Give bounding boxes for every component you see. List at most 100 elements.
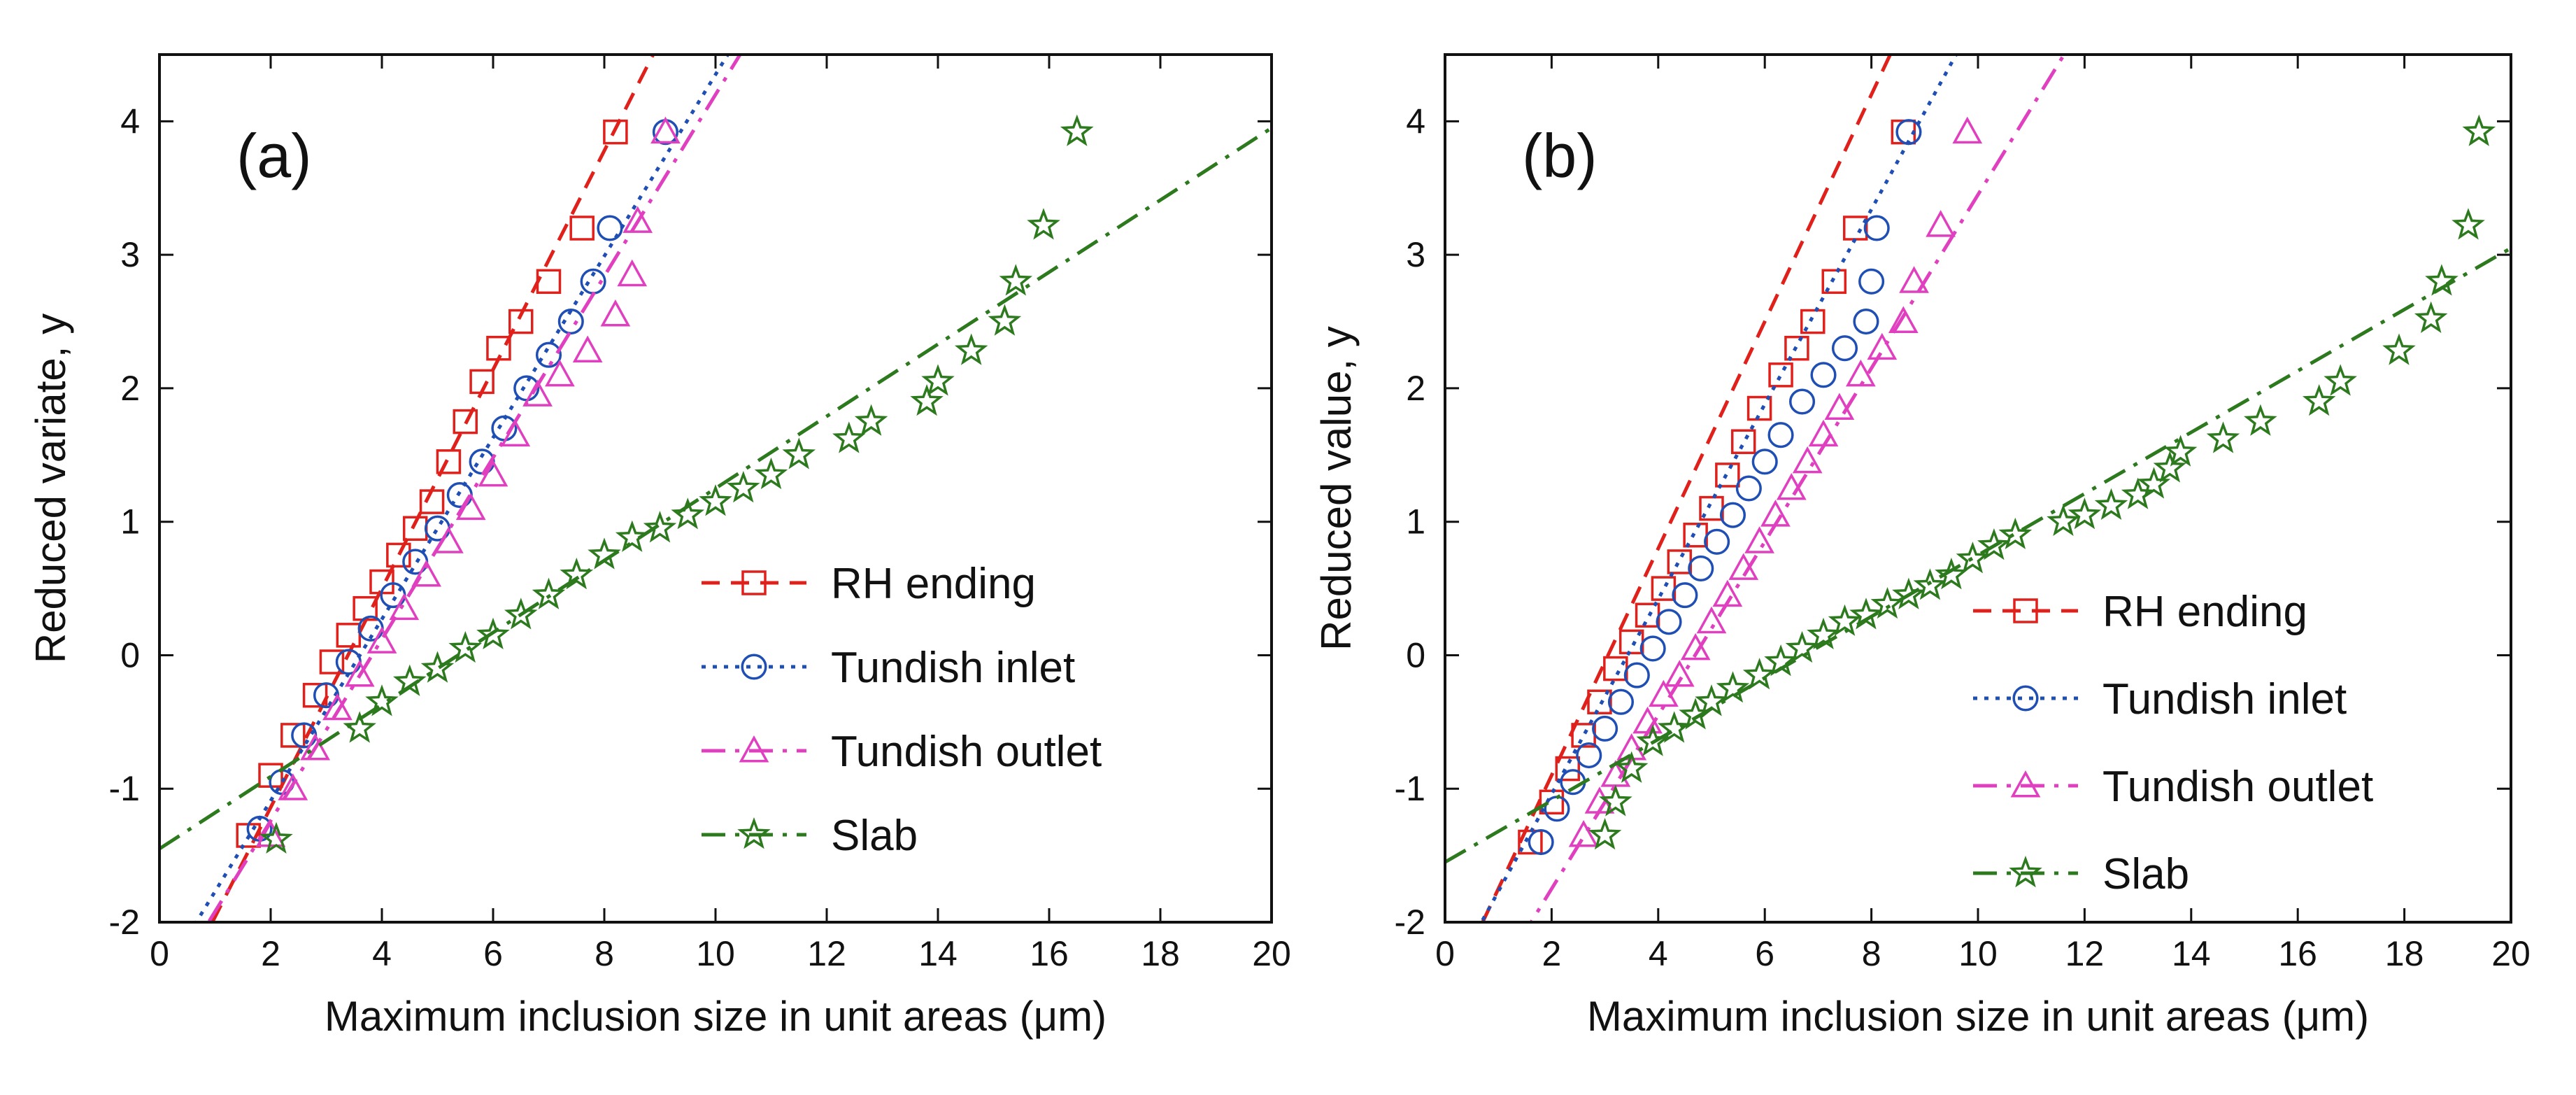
legend-label: Tundish inlet: [831, 644, 1075, 692]
data-point: [434, 526, 464, 553]
data-point: [588, 537, 621, 570]
x-tick-label: 14: [2172, 934, 2211, 973]
data-point: [402, 549, 429, 575]
data-point: [1977, 528, 2011, 560]
y-tick-label: 0: [1406, 635, 1425, 674]
legend-label: Tundish outlet: [2102, 763, 2373, 811]
legend-item: RH ending: [702, 560, 1036, 608]
legend-item: Slab: [702, 812, 918, 860]
data-point: [1935, 557, 1968, 590]
data-point: [1810, 362, 1837, 388]
data-point: [2094, 488, 2128, 521]
data-point: [671, 497, 705, 530]
data-point: [1635, 602, 1660, 628]
data-point: [500, 419, 531, 447]
data-point: [389, 593, 420, 621]
data-point: [1528, 828, 1554, 856]
legend-marker: [2012, 685, 2039, 712]
y-tick-label: 2: [120, 369, 140, 408]
data-point: [504, 598, 538, 630]
data-point: [392, 664, 427, 696]
data-point: [1785, 630, 1819, 663]
data-point: [699, 484, 732, 516]
x-tick-label: 6: [1755, 934, 1774, 973]
data-point: [1728, 553, 1759, 580]
data-point: [910, 383, 944, 416]
data-point: [1715, 462, 1740, 488]
data-point: [1664, 660, 1695, 687]
legend-marker: [741, 654, 767, 680]
data-point: [1587, 689, 1612, 714]
data-point: [1027, 208, 1060, 240]
data-point: [1719, 502, 1746, 528]
data-point: [2302, 384, 2336, 416]
data-point: [535, 341, 562, 368]
data-point: [1849, 598, 1883, 630]
x-tick-label: 8: [1862, 934, 1881, 973]
legend-label: Tundish outlet: [831, 728, 1102, 776]
fit-line: [1529, 55, 2067, 922]
y-tick-label: -2: [1395, 903, 1425, 942]
data-point: [1588, 817, 1622, 850]
data-point: [2462, 114, 2496, 146]
data-point: [448, 630, 483, 663]
x-tick-label: 18: [2385, 934, 2424, 973]
data-point: [754, 457, 788, 490]
y-tick-label: -2: [109, 903, 140, 942]
data-point: [2244, 404, 2277, 436]
data-point: [1651, 576, 1677, 601]
data-point: [486, 335, 511, 361]
data-point: [1735, 475, 1762, 502]
data-point: [2452, 208, 2485, 240]
fit-line: [1479, 55, 1958, 922]
data-point: [536, 269, 562, 295]
data-point: [1568, 819, 1599, 847]
data-point: [1892, 577, 1926, 609]
data-point: [1716, 671, 1750, 703]
x-tick-label: 4: [1649, 934, 1668, 973]
x-tick-label: 10: [1958, 934, 1998, 973]
data-point: [1831, 335, 1858, 362]
data-point: [1712, 579, 1743, 607]
legend-label: Slab: [831, 812, 918, 860]
panel-label: (b): [1522, 121, 1597, 190]
data-point: [343, 711, 376, 743]
data-point: [1870, 587, 1905, 619]
data-point: [420, 651, 455, 683]
x-tick-label: 18: [1141, 934, 1180, 973]
data-point: [603, 119, 628, 145]
data-point: [615, 520, 649, 552]
data-point: [988, 304, 1022, 336]
y-axis-title: Reduced value, y: [1313, 326, 1360, 651]
data-point: [455, 493, 486, 521]
series-slab: [1445, 114, 2511, 864]
legend-label: RH ending: [2102, 588, 2307, 636]
data-point: [650, 116, 681, 144]
data-point: [367, 626, 397, 654]
data-point: [1863, 215, 1890, 241]
data-point: [365, 684, 399, 716]
data-point: [1632, 706, 1663, 734]
data-point: [1842, 216, 1868, 241]
y-axis-title: Reduced variate, y: [27, 313, 74, 663]
x-tick-label: 8: [595, 934, 614, 973]
data-point: [1607, 688, 1635, 715]
fit-line: [1481, 55, 1893, 922]
data-point: [1060, 114, 1094, 146]
data-point: [643, 511, 677, 543]
data-point: [854, 404, 888, 436]
data-point: [597, 215, 623, 241]
data-point: [999, 264, 1033, 296]
data-point: [1688, 555, 1714, 582]
y-tick-label: 3: [1406, 235, 1425, 274]
data-point: [600, 299, 631, 327]
data-point: [2414, 301, 2448, 333]
data-point: [1667, 549, 1693, 574]
data-point: [1744, 526, 1774, 553]
data-point: [832, 421, 866, 453]
data-point: [617, 259, 648, 287]
x-tick-label: 6: [483, 934, 503, 973]
data-point: [1853, 308, 1879, 335]
